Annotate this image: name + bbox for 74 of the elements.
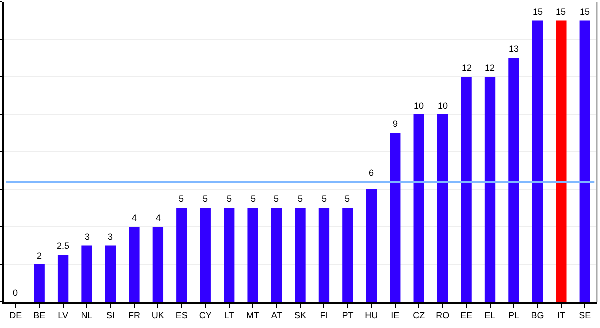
data-label: 9	[393, 119, 398, 129]
data-label: 5	[298, 194, 304, 204]
data-label: 10	[414, 101, 424, 111]
x-tick-label: CZ	[413, 310, 426, 321]
bar	[366, 190, 377, 302]
data-label: 13	[509, 44, 520, 54]
bar	[580, 20, 590, 302]
x-tick-label: FR	[128, 310, 141, 321]
bar	[318, 208, 330, 302]
x-tick-label: IT	[557, 310, 566, 321]
x-tick-label: LV	[58, 310, 68, 321]
data-label: 3	[85, 232, 90, 242]
data-label: 5	[274, 194, 280, 204]
data-label: 5	[322, 194, 328, 204]
x-tick-label: SI	[106, 310, 115, 321]
data-label: 12	[485, 63, 496, 73]
data-label: 6	[369, 168, 374, 178]
x-tick-label: IE	[391, 310, 400, 321]
x-tick-label: UK	[152, 310, 164, 321]
data-label: 3	[108, 232, 114, 242]
bar	[295, 208, 306, 302]
x-tick-label: PT	[342, 310, 354, 321]
data-label: 15	[533, 7, 544, 17]
data-label: 4	[132, 213, 138, 223]
bar	[437, 114, 448, 302]
bar	[414, 114, 424, 302]
bar	[271, 208, 282, 302]
data-label: 2.5	[57, 241, 70, 251]
x-tick-label: HU	[365, 310, 378, 321]
x-tick-label: MT	[246, 310, 260, 321]
x-tick-label: NL	[81, 310, 93, 321]
data-label: 15	[580, 7, 590, 17]
bar	[508, 58, 520, 302]
bar	[248, 208, 258, 302]
bar	[176, 208, 188, 302]
bar	[34, 264, 45, 302]
x-tick-label: SE	[579, 310, 592, 321]
bar	[342, 208, 354, 302]
x-tick-label: PL	[508, 310, 520, 321]
x-tick-label: ES	[176, 310, 188, 321]
bar	[105, 246, 116, 302]
data-label: 5	[345, 194, 350, 204]
x-tick-label: CY	[199, 310, 212, 321]
bar	[58, 255, 69, 302]
bar	[224, 208, 235, 302]
data-label: 12	[462, 63, 472, 73]
data-label: 4	[156, 213, 162, 223]
bar	[390, 133, 401, 302]
bar	[152, 227, 164, 302]
x-tick-label: BG	[531, 310, 544, 321]
bar	[461, 77, 472, 302]
x-tick-label: FI	[320, 310, 328, 321]
x-tick-label: LT	[224, 310, 235, 321]
data-label: 5	[179, 194, 184, 204]
x-tick-label: BE	[34, 310, 46, 321]
bar	[532, 20, 544, 302]
bar	[200, 208, 211, 302]
data-label: 5	[251, 194, 256, 204]
data-label: 0	[13, 288, 18, 298]
x-tick-label: AT	[271, 310, 283, 321]
x-tick-label: DE	[10, 310, 22, 321]
bar	[484, 77, 496, 302]
bar	[129, 227, 140, 302]
bar	[556, 20, 567, 302]
x-tick-label: SK	[294, 310, 307, 321]
x-tick-label: EE	[460, 310, 473, 321]
bar	[82, 246, 92, 302]
x-tick-label: RO	[436, 310, 450, 321]
data-label: 2	[37, 251, 42, 261]
x-tick-label: EL	[484, 310, 496, 321]
data-label: 10	[438, 101, 448, 111]
data-label: 15	[556, 7, 566, 17]
data-label: 5	[203, 194, 208, 204]
data-label: 5	[227, 194, 232, 204]
